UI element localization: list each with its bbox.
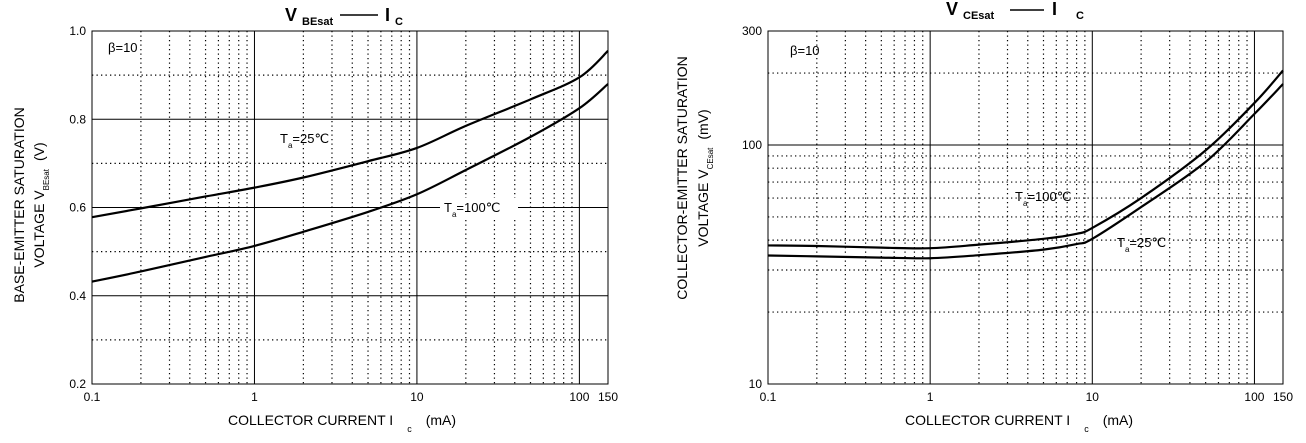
y-tick-label: 1.0 bbox=[69, 24, 86, 38]
y-tick-label: 0.6 bbox=[69, 201, 86, 215]
y-tick-labels: 0.2 0.4 0.6 0.8 1.0 bbox=[69, 24, 86, 391]
y-axis-label-line2: VOLTAGE VCEsat(mV) bbox=[695, 109, 715, 246]
title-main: V bbox=[285, 5, 297, 25]
x-tick-label: 1 bbox=[927, 390, 934, 404]
plot-frame bbox=[767, 30, 1284, 385]
x-tick-label: 100 bbox=[569, 390, 589, 404]
x-tick-label: 0.1 bbox=[84, 390, 101, 404]
y-tick-labels: 10 100 300 bbox=[742, 24, 762, 391]
y-axis-label-line1: COLLECTOR-EMITTER SATURATION bbox=[674, 56, 690, 299]
x-tick-label: 150 bbox=[598, 390, 618, 404]
x-tick-label: 1 bbox=[251, 390, 258, 404]
title-vs: I C bbox=[385, 5, 403, 28]
x-tick-labels: 0.1 1 10 100 150 bbox=[84, 390, 619, 404]
series-line-1 bbox=[91, 83, 609, 283]
series-lines bbox=[91, 50, 609, 283]
x-tick-label: 10 bbox=[410, 390, 424, 404]
series-lines bbox=[767, 69, 1284, 260]
series-label-25c: Ta=25℃ bbox=[280, 131, 329, 150]
x-axis-label: COLLECTOR CURRENT Ic(mA) bbox=[905, 412, 1133, 434]
title-vs-main: I bbox=[1052, 0, 1057, 19]
y-tick-label: 0.8 bbox=[69, 112, 86, 126]
vbesat-chart: 0.1 1 10 100 150 0.2 0.4 0.6 0.8 1.0 V BEsat I C… bbox=[11, 5, 618, 434]
title-vs-sub: C bbox=[1076, 10, 1084, 22]
chart-title: V BEsat bbox=[285, 5, 334, 28]
vcesat-chart: 0.1 1 10 100 150 10 100 300 V CEsat I C β=10 T… bbox=[674, 0, 1293, 434]
y-tick-label: 10 bbox=[749, 377, 763, 391]
series-label-bg bbox=[440, 198, 518, 218]
series-line-0 bbox=[91, 50, 609, 219]
major-grid bbox=[768, 31, 1283, 384]
x-tick-labels: 0.1 1 10 100 150 bbox=[760, 390, 1294, 404]
series-line-0 bbox=[767, 69, 1284, 250]
y-tick-label: 300 bbox=[742, 24, 762, 38]
y-tick-label: 0.2 bbox=[69, 377, 86, 391]
series-label-25c: Ta=25℃ bbox=[1117, 235, 1166, 254]
title-main: V bbox=[946, 0, 958, 19]
title-sub: CEsat bbox=[963, 10, 995, 22]
title-sub: BEsat bbox=[302, 16, 334, 28]
x-tick-label: 10 bbox=[1086, 390, 1100, 404]
chart-title: V CEsat bbox=[946, 0, 995, 22]
major-grid bbox=[92, 31, 608, 384]
beta-label: β=10 bbox=[108, 40, 138, 55]
x-tick-label: 100 bbox=[1244, 390, 1264, 404]
x-tick-label: 150 bbox=[1273, 390, 1293, 404]
beta-label: β=10 bbox=[790, 43, 820, 58]
plot-frame bbox=[91, 30, 609, 385]
title-vs-main: I bbox=[385, 5, 390, 25]
series-label-100c: Ta=100℃ bbox=[444, 200, 500, 219]
x-axis-label: COLLECTOR CURRENT Ic(mA) bbox=[228, 412, 456, 434]
series-label-100c: Ta=100℃ bbox=[1015, 189, 1071, 208]
y-tick-label: 0.4 bbox=[69, 289, 86, 303]
x-tick-label: 0.1 bbox=[760, 390, 777, 404]
y-tick-label: 100 bbox=[742, 138, 762, 152]
series-line-1 bbox=[767, 83, 1284, 260]
y-axis-label-line2: VOLTAGE VBEsat(V) bbox=[31, 142, 51, 267]
title-vs-sub: C bbox=[395, 16, 403, 28]
y-axis-label-line1: BASE-EMITTER SATURATION bbox=[11, 107, 27, 303]
title-vs: I C bbox=[1052, 0, 1084, 22]
